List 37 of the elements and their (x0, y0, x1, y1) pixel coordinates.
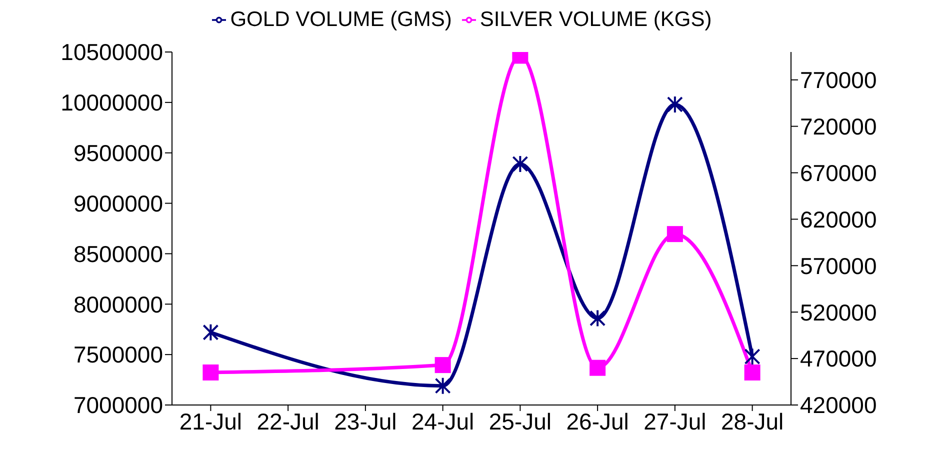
x-tick-label: 21-Jul (179, 408, 242, 434)
x-tick-label: 26-Jul (566, 408, 629, 434)
legend-label: SILVER VOLUME (KGS) (480, 8, 712, 31)
point (434, 376, 451, 395)
y2-tick-label: 670000 (800, 160, 877, 186)
y-tick-label: 10500000 (60, 39, 163, 66)
point (744, 348, 760, 366)
point (744, 364, 760, 380)
y-tick-label: 10000000 (60, 90, 163, 116)
legend-label: GOLD VOLUME (GMS) (230, 8, 452, 31)
y-tick-label: 8000000 (73, 291, 163, 318)
y2-tick-label: 720000 (800, 113, 877, 140)
x-tick-label: 24-Jul (411, 408, 474, 434)
x-tick-label: 27-Jul (644, 408, 706, 434)
x-tick-label: 28-Jul (720, 408, 784, 434)
point (202, 364, 219, 380)
y2-tick-label: 470000 (800, 346, 877, 372)
point (666, 226, 683, 242)
point (512, 154, 528, 173)
y2-tick-label: 620000 (800, 206, 877, 232)
x-tick-label: 25-Jul (488, 408, 552, 434)
y2-tick-label: 570000 (800, 252, 877, 279)
y2-tick-label: 420000 (800, 392, 877, 418)
x-tick-label: 22-Jul (256, 408, 320, 434)
y2-tick-label: 770000 (800, 67, 877, 94)
y-tick-label: 7500000 (73, 342, 163, 368)
point (590, 360, 606, 376)
point (434, 357, 451, 374)
point (202, 323, 219, 342)
y-tick-label: 8500000 (73, 240, 163, 267)
y-tick-label: 9500000 (73, 140, 163, 166)
point (590, 309, 606, 328)
point (666, 95, 683, 114)
y-tick-label: 9000000 (73, 190, 163, 216)
y2-tick-label: 520000 (800, 299, 877, 326)
x-tick-label: 23-Jul (334, 408, 397, 434)
y-tick-label: 7000000 (73, 392, 163, 418)
